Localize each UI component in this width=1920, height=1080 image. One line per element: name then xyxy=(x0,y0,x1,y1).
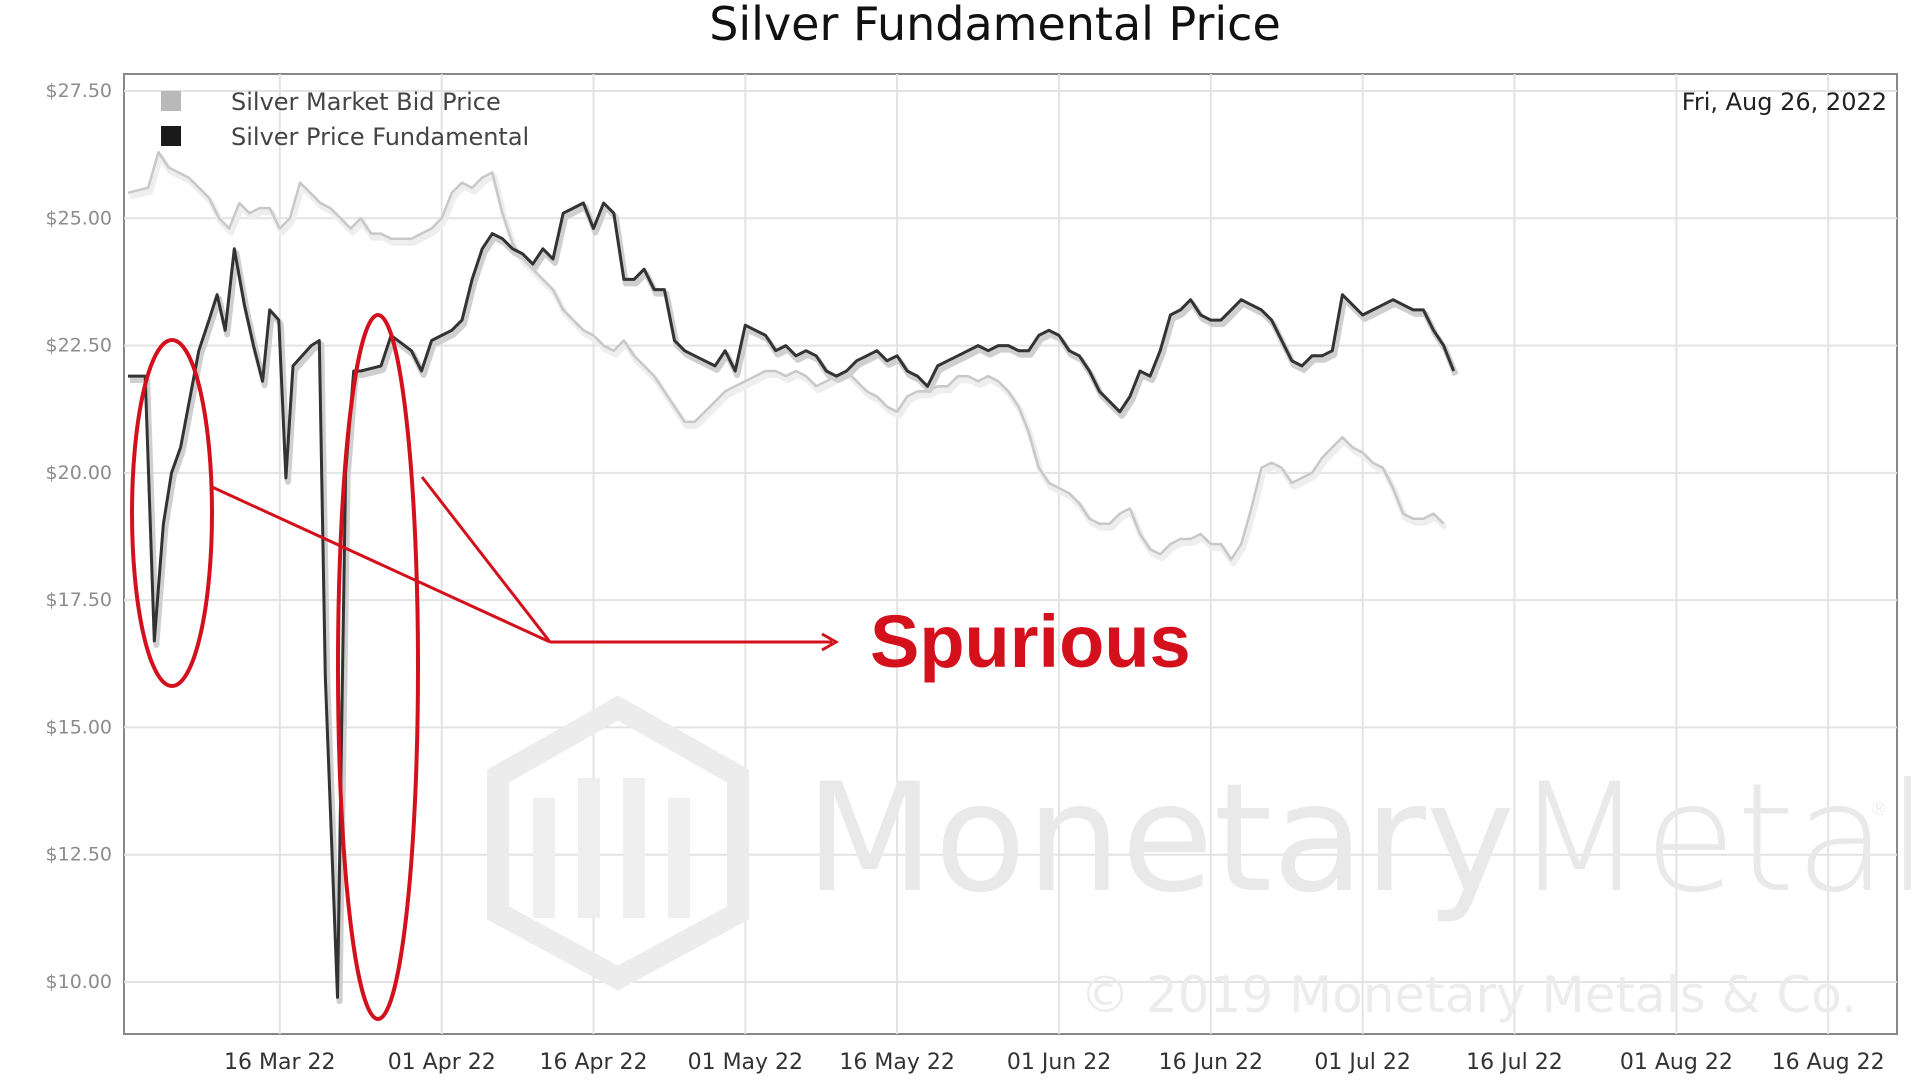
series-shadow xyxy=(129,153,1448,567)
series-line-fundamental xyxy=(128,201,1456,999)
annotation-arrow-head xyxy=(821,632,840,652)
x-tick-label: 16 Aug 22 xyxy=(1772,1050,1885,1075)
y-tick-label: $10.00 xyxy=(46,971,112,993)
series-line-market-bid xyxy=(127,150,1445,561)
annotation-ellipse-2 xyxy=(336,313,420,1021)
legend-label-fundamental: Silver Price Fundamental xyxy=(231,123,529,151)
y-tick-label: $20.00 xyxy=(46,462,112,484)
date-label: Fri, Aug 26, 2022 xyxy=(1682,88,1887,116)
watermark-copyright: © 2019 Monetary Metals & Co. xyxy=(1080,966,1857,1024)
x-tick-label: 16 Mar 22 xyxy=(224,1050,335,1075)
x-tick-label: 01 Aug 22 xyxy=(1620,1050,1733,1075)
y-axis: $27.50 $25.00 $22.50 $20.00 $17.50 $15.00 $12.… xyxy=(46,80,112,993)
annotation-group: Spurious xyxy=(130,313,1191,1021)
y-tick-label: $25.00 xyxy=(46,207,112,229)
annotation-connector-1 xyxy=(211,485,551,644)
y-tick-label: $12.50 xyxy=(46,844,112,866)
legend-label-bid: Silver Market Bid Price xyxy=(231,88,501,116)
x-tick-label: 16 May 22 xyxy=(839,1050,954,1075)
y-tick-label: $22.50 xyxy=(46,335,112,357)
y-tick-label: $17.50 xyxy=(46,589,112,611)
x-tick-label: 16 Jun 22 xyxy=(1159,1050,1263,1075)
x-tick-label: 16 Jul 22 xyxy=(1466,1050,1563,1075)
legend-swatch-fundamental xyxy=(161,126,181,146)
series-group xyxy=(127,150,1459,1005)
legend-swatch-bid xyxy=(161,91,181,111)
x-tick-label: 01 Jun 22 xyxy=(1007,1050,1111,1075)
x-axis: 16 Mar 22 01 Apr 22 16 Apr 22 01 May 22 16 M… xyxy=(224,1050,1885,1075)
x-tick-label: 16 Apr 22 xyxy=(539,1050,647,1075)
annotation-connector-2 xyxy=(420,476,552,643)
watermark-registered: ® xyxy=(1870,799,1888,820)
chart-title: Silver Fundamental Price xyxy=(709,0,1281,51)
annotation-ellipse-1 xyxy=(130,338,214,688)
y-tick-label: $15.00 xyxy=(46,716,112,738)
y-tick-label: $27.50 xyxy=(46,80,112,102)
annotation-label: Spurious xyxy=(870,600,1191,683)
x-tick-label: 01 May 22 xyxy=(688,1050,803,1075)
legend: Silver Market Bid Price Silver Price Fun… xyxy=(161,88,529,151)
x-tick-label: 01 Apr 22 xyxy=(388,1050,496,1075)
x-tick-label: 01 Jul 22 xyxy=(1314,1050,1411,1075)
watermark-logo xyxy=(487,695,749,991)
